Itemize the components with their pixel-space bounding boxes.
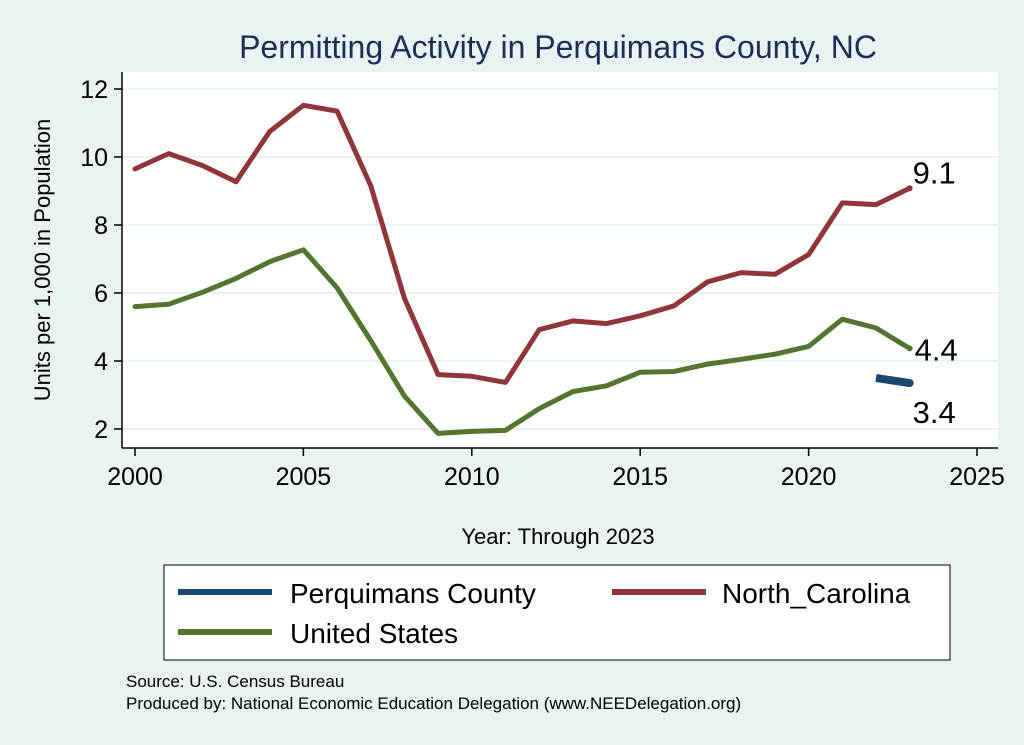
series-end-point-united-states <box>906 345 913 352</box>
legend-label-united-states: United States <box>290 618 458 649</box>
produced-by-note: Produced by: National Economic Education… <box>126 694 741 713</box>
y-tick-label-2: 2 <box>94 416 108 444</box>
series-end-point-perquimans-county <box>905 379 914 388</box>
end-label-perquimans-county: 3.4 <box>913 395 956 430</box>
y-tick-label-8: 8 <box>94 212 108 240</box>
y-tick-label-4: 4 <box>94 348 108 376</box>
y-tick-label-10: 10 <box>80 144 108 172</box>
x-tick-label-2020: 2020 <box>781 463 837 491</box>
x-tick-label-2025: 2025 <box>949 463 1005 491</box>
plot-area <box>122 72 998 448</box>
legend-label-north-carolina: North_Carolina <box>722 578 911 609</box>
series-group <box>132 102 914 436</box>
chart-title: Permitting Activity in Perquimans County… <box>239 29 877 65</box>
source-note: Source: U.S. Census Bureau <box>126 672 344 691</box>
x-axis-label: Year: Through 2023 <box>461 524 654 549</box>
end-label-united-states: 4.4 <box>915 332 958 367</box>
series-end-point-north-carolina <box>906 185 913 192</box>
legend-label-perquimans: Perquimans County <box>290 578 536 609</box>
series-line-north-carolina <box>132 102 913 385</box>
x-tick-label-2005: 2005 <box>276 463 332 491</box>
y-axis-ticks: 2 4 6 8 10 12 <box>80 76 122 444</box>
y-tick-label-12: 12 <box>80 76 108 104</box>
series-line-perquimans-county <box>875 374 911 388</box>
end-labels: 3.4 9.1 4.4 <box>913 155 958 430</box>
legend-box <box>163 564 951 661</box>
x-tick-label-2015: 2015 <box>612 463 668 491</box>
series-line-united-states <box>132 247 913 436</box>
x-tick-label-2010: 2010 <box>444 463 500 491</box>
legend: Perquimans County North_Carolina United … <box>163 564 951 661</box>
y-tick-label-6: 6 <box>94 280 108 308</box>
gridlines <box>122 88 998 430</box>
x-tick-label-2000: 2000 <box>107 463 163 491</box>
x-axis-ticks: 2000 2005 2010 2015 2020 2025 <box>107 448 1005 491</box>
y-axis-label: Units per 1,000 in Population <box>30 119 55 402</box>
end-label-north-carolina: 9.1 <box>913 155 956 190</box>
